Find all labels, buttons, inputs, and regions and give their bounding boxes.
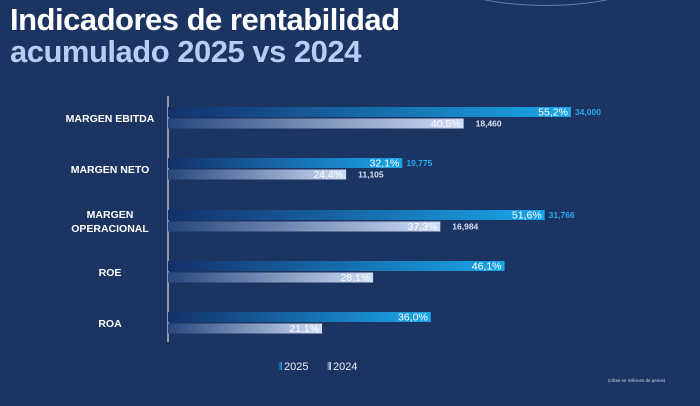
bar-annotation: 19,775 — [406, 158, 432, 168]
category-label: ROA — [98, 318, 122, 330]
bar-annotation: 31,766 — [549, 210, 575, 220]
bar-value-label: 28,1% — [340, 272, 370, 284]
bar-value-label: 32,1% — [370, 158, 400, 170]
bar-value-label: 36,0% — [398, 312, 428, 324]
legend-swatch-2025 — [278, 362, 282, 370]
bar-2024 — [168, 169, 347, 180]
bar-2025 — [168, 158, 403, 168]
legend-label-2024: 2024 — [333, 361, 357, 373]
bar-2025 — [168, 107, 571, 117]
bar-value-label: 55,2% — [538, 107, 568, 119]
chart-footnote: (cifras en millones de pesos) — [608, 378, 666, 383]
bar-2025 — [168, 261, 505, 271]
category-label: MARGEN EBITDA — [66, 113, 155, 125]
bar-value-label: 37,3% — [408, 221, 438, 233]
bar-annotation: 34,000 — [575, 107, 601, 117]
bar-value-label: 24,4% — [313, 169, 343, 181]
bar-2024 — [168, 272, 374, 283]
category-label: MARGEN NETO — [71, 164, 150, 176]
page-title: Indicadores de rentabilidad — [10, 2, 400, 37]
bar-2025 — [168, 312, 431, 322]
category-label: MARGEN OPERACIONAL — [71, 209, 149, 235]
bar-value-label: 40,5% — [431, 118, 461, 130]
bar-value-label: 46,1% — [472, 261, 502, 273]
legend-swatch-2024 — [327, 362, 331, 370]
bar-value-label: 51,6% — [512, 210, 542, 222]
bar-value-label: 21,1% — [289, 323, 319, 335]
page-subtitle: acumulado 2025 vs 2024 — [10, 34, 361, 69]
bar-annotation: 18,460 — [476, 119, 502, 129]
legend-label-2025: 2025 — [284, 361, 308, 373]
bar-2025 — [168, 210, 545, 220]
bar-annotation: 11,105 — [358, 170, 384, 180]
bar-2024 — [168, 221, 441, 232]
category-label: ROE — [99, 267, 122, 279]
bar-annotation: 16,984 — [452, 222, 478, 232]
bar-2024 — [168, 118, 464, 129]
bar-2024 — [168, 323, 323, 334]
